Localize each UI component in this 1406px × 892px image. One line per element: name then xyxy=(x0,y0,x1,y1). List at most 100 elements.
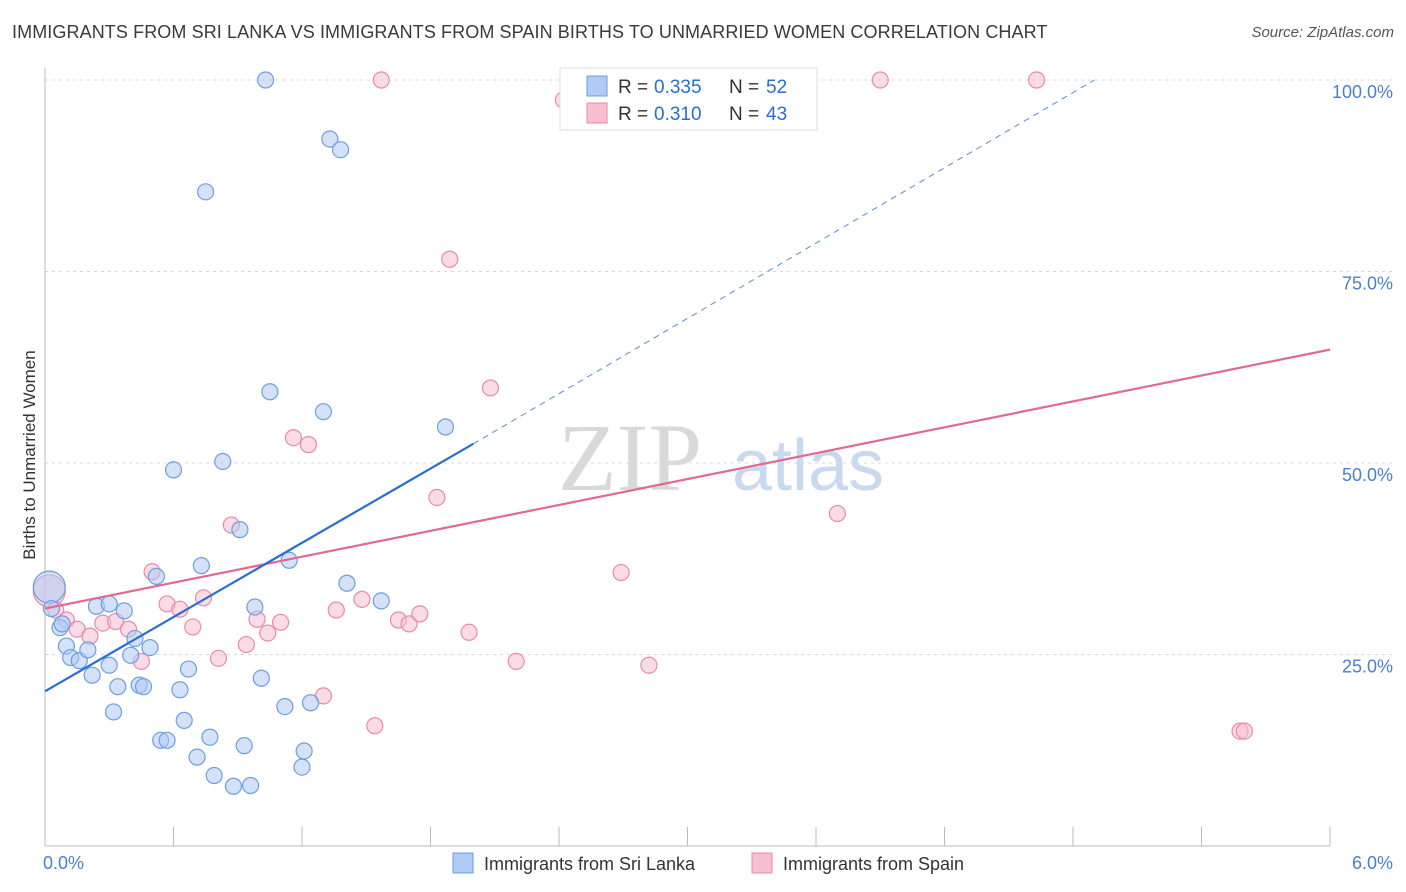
spain-point xyxy=(612,563,630,582)
sri-lanka-point xyxy=(436,418,455,436)
sri-lanka-point xyxy=(32,570,66,604)
sri-lanka-point xyxy=(295,742,313,760)
sri-lanka-point xyxy=(122,646,140,664)
sri-lanka-point xyxy=(100,656,118,674)
sri-lanka-point xyxy=(42,599,61,618)
sri-lanka-point xyxy=(372,592,390,610)
y-tick-labels: 25.0% 50.0% 75.0% 100.0% xyxy=(1332,82,1393,677)
sri-lanka-point xyxy=(321,130,339,148)
sri-lanka-r-label: R = xyxy=(618,77,648,98)
spain-point xyxy=(411,605,429,623)
sri-lanka-point xyxy=(256,71,275,89)
sri-lanka-point xyxy=(214,452,232,471)
spain-point xyxy=(1027,71,1046,89)
sri-lanka-point xyxy=(242,776,260,795)
spain-point xyxy=(372,71,390,89)
sri-lanka-point xyxy=(134,678,153,696)
y-tick-label: 100.0% xyxy=(1332,82,1393,102)
sri-lanka-point xyxy=(235,737,253,755)
sri-lanka-point xyxy=(276,697,294,716)
spain-point xyxy=(237,635,255,654)
sri-lanka-point xyxy=(261,383,279,401)
spain-r-value: 0.310 xyxy=(654,104,702,125)
spain-point xyxy=(507,652,525,670)
spain-point xyxy=(828,504,847,523)
sri-lanka-point xyxy=(104,703,123,721)
spain-point xyxy=(400,615,418,633)
x-tick-label: 6.0% xyxy=(1352,853,1393,873)
legend-swatch-sri-lanka xyxy=(452,852,474,874)
spain-point xyxy=(871,71,889,89)
sri-lanka-point xyxy=(338,574,356,592)
data-points xyxy=(32,71,1253,795)
spain-point xyxy=(259,624,277,642)
legend-label-sri-lanka: Immigrants from Sri Lanka xyxy=(484,854,696,874)
axes xyxy=(44,68,1331,847)
spain-point xyxy=(209,649,228,667)
sri-lanka-point xyxy=(246,598,264,616)
spain-point xyxy=(460,623,478,641)
stats-legend: R = 0.335 N = 52 R = 0.310 N = 43 xyxy=(559,67,818,131)
sri-lanka-point xyxy=(53,615,71,633)
x-tick-label: 0.0% xyxy=(43,853,84,873)
sri-lanka-point xyxy=(171,681,189,699)
legend-swatch-spain xyxy=(751,852,773,874)
sri-lanka-point xyxy=(301,694,320,712)
sri-lanka-point xyxy=(179,660,198,678)
legend-label-spain: Immigrants from Spain xyxy=(783,854,964,874)
y-tick-label: 75.0% xyxy=(1342,274,1393,294)
x-tick-labels: 0.0% 6.0% xyxy=(43,853,1393,873)
y-tick-label: 25.0% xyxy=(1342,657,1393,677)
sri-lanka-point xyxy=(293,758,311,776)
sri-lanka-n-value: 52 xyxy=(766,77,787,98)
sri-lanka-point xyxy=(79,641,97,659)
sri-lanka-trend-extension xyxy=(473,79,1095,445)
spain-point xyxy=(441,250,459,268)
series-legend: Immigrants from Sri Lanka Immigrants fro… xyxy=(452,852,964,874)
sri-lanka-n-label: N = xyxy=(729,77,759,98)
spain-point xyxy=(428,488,446,507)
spain-point xyxy=(271,613,290,631)
sri-lanka-point xyxy=(109,678,127,696)
sri-lanka-point xyxy=(201,728,219,746)
sri-lanka-r-value: 0.335 xyxy=(654,77,702,98)
sri-lanka-point xyxy=(192,557,210,575)
spain-point xyxy=(366,717,384,735)
sri-lanka-legend-swatch xyxy=(586,75,608,97)
sri-lanka-point xyxy=(83,666,101,684)
spain-n-label: N = xyxy=(729,104,759,125)
spain-n-value: 43 xyxy=(766,104,787,125)
sri-lanka-point xyxy=(164,461,183,479)
trend-lines xyxy=(44,79,1331,693)
source-label: Source: ZipAtlas.com xyxy=(1251,24,1394,41)
sri-lanka-point xyxy=(115,602,133,620)
spain-point xyxy=(184,618,202,636)
sri-lanka-point xyxy=(147,567,165,585)
sri-lanka-point xyxy=(331,141,350,159)
sri-lanka-point xyxy=(314,403,333,421)
sri-lanka-point xyxy=(224,777,243,795)
spain-point xyxy=(640,656,658,674)
y-tick-label: 50.0% xyxy=(1342,465,1393,485)
spain-trend-line xyxy=(44,348,1331,610)
spain-point xyxy=(284,429,303,447)
sri-lanka-point xyxy=(252,669,270,687)
spain-point xyxy=(327,601,345,619)
sri-lanka-point xyxy=(100,595,118,613)
spain-point xyxy=(1235,722,1253,740)
spain-legend-swatch xyxy=(586,102,608,124)
sri-lanka-point xyxy=(141,639,159,657)
sri-lanka-point xyxy=(158,731,176,749)
spain-point xyxy=(299,436,318,454)
sri-lanka-point xyxy=(231,521,249,539)
spain-r-label: R = xyxy=(618,104,648,125)
watermark-zip: ZIP xyxy=(558,404,702,511)
sri-lanka-trend-line xyxy=(44,442,474,693)
sri-lanka-point xyxy=(188,748,206,766)
sri-lanka-point xyxy=(205,766,223,785)
chart-title: IMMIGRANTS FROM SRI LANKA VS IMMIGRANTS … xyxy=(12,22,1048,42)
sri-lanka-point xyxy=(197,183,215,201)
sri-lanka-point xyxy=(175,711,193,729)
spain-point xyxy=(481,379,500,397)
